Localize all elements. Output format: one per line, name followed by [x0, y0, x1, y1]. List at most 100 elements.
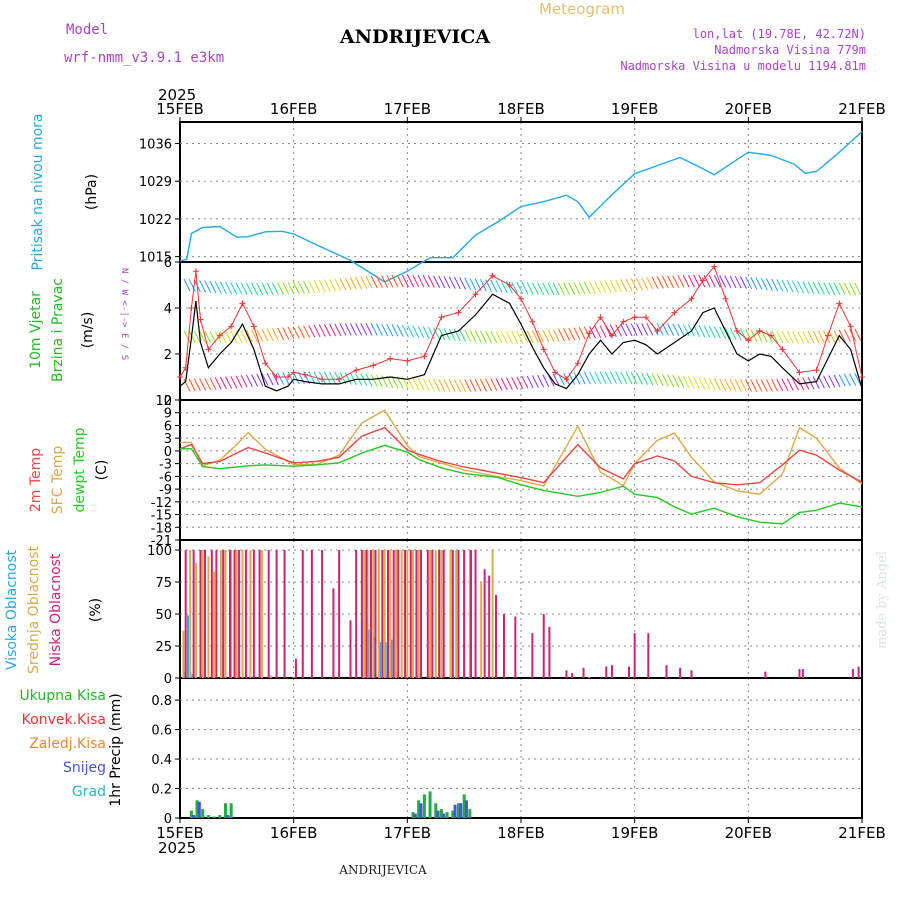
coords-label: lon,lat (19.78E, 42.72N) — [693, 27, 866, 41]
wind-barb — [230, 330, 238, 344]
wind-gust-marker — [353, 367, 360, 374]
wind-barb — [433, 327, 441, 340]
wind-barb — [838, 282, 846, 296]
wind-barb — [745, 276, 753, 290]
wind-barb — [199, 330, 207, 344]
wind-barb — [521, 376, 529, 389]
wind-gust-marker — [733, 328, 740, 334]
wind-barb — [391, 376, 399, 389]
cloud-bar — [438, 550, 441, 678]
wind-barb — [396, 324, 404, 337]
wind-barb — [630, 323, 638, 336]
wind-barb — [635, 277, 643, 291]
wind-barb — [240, 282, 248, 295]
wind-gust-marker — [404, 357, 411, 364]
wind-barb — [843, 329, 851, 342]
cloud-bar — [235, 550, 238, 678]
precip-bar — [218, 815, 222, 818]
wind-barb — [225, 376, 233, 389]
wind-barb — [214, 281, 222, 294]
cloud-bar — [542, 614, 545, 678]
wind-barb — [724, 327, 732, 340]
wind-barb — [256, 282, 264, 296]
wind-barb — [344, 277, 352, 291]
xtick-bottom-label: 21FEB — [838, 824, 885, 842]
wind-barb — [765, 330, 773, 343]
wind-gust-marker — [768, 332, 775, 339]
wind-barb — [713, 275, 721, 288]
cloud-bar — [627, 666, 630, 678]
wind-barb — [838, 329, 846, 343]
ytick-label-temperature: -9 — [159, 483, 172, 498]
cloud-bar — [404, 550, 407, 678]
wind-barb — [625, 323, 633, 337]
wind-barb — [381, 375, 389, 388]
cloud-bar — [469, 550, 472, 678]
ytick-label-clouds: 100 — [147, 544, 172, 559]
wind-barb — [568, 327, 576, 341]
wind-barb — [781, 378, 789, 392]
wind-barb — [495, 331, 503, 344]
wind-barb — [750, 277, 758, 290]
wind-barb — [776, 279, 784, 292]
wind-barb — [453, 328, 461, 342]
wind-barb — [651, 276, 659, 290]
wind-barb — [271, 328, 279, 341]
wind-barb — [183, 379, 191, 392]
wind-barb — [687, 274, 695, 288]
wind-gust-marker — [489, 272, 496, 279]
wind-barb — [204, 377, 212, 391]
wind-barb — [521, 330, 529, 344]
wind-gust-marker — [284, 374, 291, 380]
temp-label-sfc: SFC Temp — [50, 446, 66, 515]
wind-barb — [750, 379, 758, 392]
cloud-bar — [244, 550, 247, 678]
wind-barb — [469, 278, 477, 291]
wind-gust-marker — [205, 346, 212, 353]
wind-barb — [292, 281, 300, 295]
wind-barb — [344, 372, 352, 385]
wind-gust-marker — [506, 282, 513, 288]
cloud-bar — [184, 550, 187, 678]
wind-barb — [672, 374, 680, 388]
ytick-label-precipitation: 0 — [164, 812, 172, 827]
precip-bar — [428, 791, 432, 818]
wind-gust-marker — [472, 291, 479, 298]
wind-barb — [355, 323, 363, 336]
wind-barb — [719, 275, 727, 288]
wind-gust-marker — [540, 346, 547, 353]
wind-barb — [542, 282, 550, 296]
wind-barb — [537, 374, 545, 388]
ytick-label-clouds: 75 — [155, 576, 172, 591]
wind-barb — [791, 280, 799, 293]
cloud-bar — [321, 550, 324, 678]
wind-barb — [635, 323, 643, 336]
wind-barb — [729, 275, 737, 289]
wind-barb — [277, 282, 285, 295]
ytick-label-precipitation: 0.6 — [151, 724, 172, 739]
cloud-bar — [201, 550, 204, 678]
cloud-bar — [397, 550, 400, 678]
ytick-label-pressure: 1022 — [139, 213, 172, 228]
wind-barb — [261, 282, 269, 296]
wind-barb — [682, 323, 690, 337]
series-temperature-sfc-temp — [180, 409, 863, 495]
wind-barb — [329, 371, 337, 385]
wind-barb — [698, 377, 706, 390]
wind-barb — [308, 280, 316, 294]
wind-gust-marker — [608, 332, 615, 339]
wind-barb — [552, 282, 560, 296]
wind-barb — [547, 282, 555, 296]
wind-barb — [256, 373, 264, 387]
wind-barb — [209, 377, 217, 391]
wind-barb — [573, 372, 581, 385]
precip-legend-0: Ukupna Kisa — [19, 688, 106, 704]
wind-barb — [479, 378, 487, 392]
wind-gust-marker — [216, 332, 223, 339]
wind-barb — [511, 281, 519, 294]
wind-barb — [469, 330, 477, 343]
wind-barb — [713, 378, 721, 391]
wind-gust-marker — [336, 376, 343, 383]
wind-barb — [199, 280, 207, 293]
cloud-bar — [400, 550, 403, 678]
